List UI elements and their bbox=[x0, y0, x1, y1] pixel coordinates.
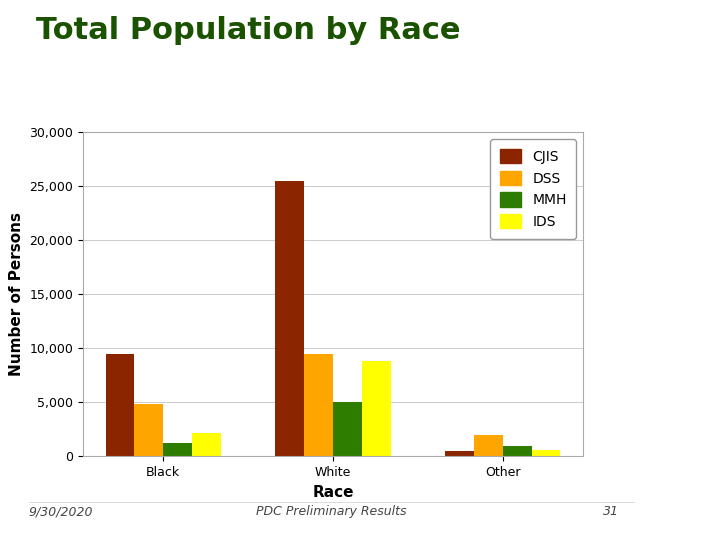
Bar bbox=[275, 181, 304, 456]
Y-axis label: Number of Persons: Number of Persons bbox=[9, 212, 24, 376]
Bar bbox=[445, 451, 474, 456]
Text: 9/30/2020: 9/30/2020 bbox=[29, 505, 94, 518]
Bar bbox=[192, 433, 221, 456]
Bar bbox=[503, 446, 531, 456]
Bar bbox=[135, 404, 163, 456]
Bar bbox=[106, 354, 135, 456]
Bar bbox=[362, 361, 391, 456]
Bar bbox=[333, 402, 362, 456]
Bar bbox=[474, 435, 503, 456]
Bar bbox=[163, 443, 192, 456]
X-axis label: Race: Race bbox=[312, 484, 354, 500]
Text: Total Population by Race: Total Population by Race bbox=[36, 16, 461, 45]
Bar bbox=[304, 354, 333, 456]
Text: PDC Preliminary Results: PDC Preliminary Results bbox=[256, 505, 407, 518]
Text: 31: 31 bbox=[603, 505, 619, 518]
Bar bbox=[531, 450, 560, 456]
Legend: CJIS, DSS, MMH, IDS: CJIS, DSS, MMH, IDS bbox=[490, 139, 576, 239]
